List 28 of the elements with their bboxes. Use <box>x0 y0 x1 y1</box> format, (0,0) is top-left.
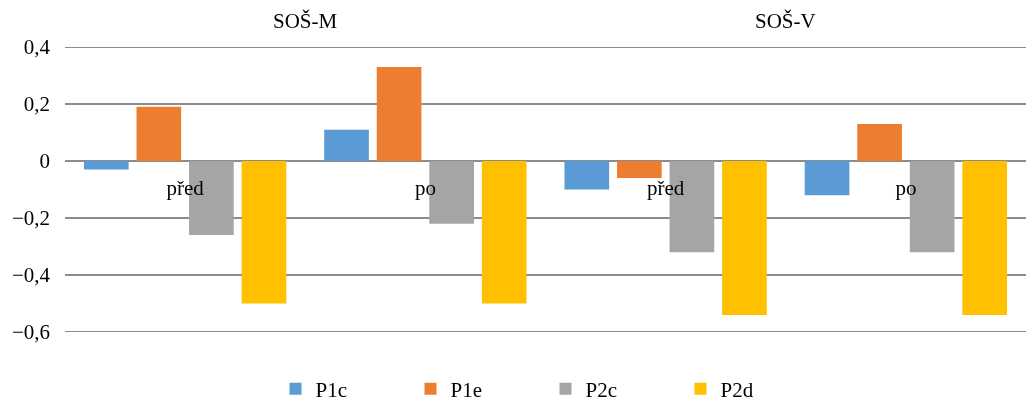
bar <box>722 161 767 315</box>
x-tick-label: před <box>166 176 205 200</box>
legend-label: P2c <box>585 377 617 402</box>
bar <box>481 161 527 304</box>
legend-label: P2d <box>720 377 754 402</box>
y-tick-label: −0,4 <box>11 263 51 288</box>
bar <box>564 161 610 190</box>
bar <box>376 66 422 161</box>
bar <box>324 129 369 161</box>
bar <box>857 123 902 161</box>
y-tick-label: 0 <box>39 149 50 174</box>
x-tick-label: po <box>895 176 917 200</box>
bar <box>962 161 1008 315</box>
text: SOŠ-M <box>273 9 338 33</box>
bar <box>617 161 662 179</box>
text: SOŠ-V <box>755 9 816 33</box>
bar <box>804 161 850 196</box>
legend-label: P1e <box>450 377 482 402</box>
y-tick-label: −0,6 <box>11 320 50 345</box>
y-tick-label: −0,2 <box>11 206 50 231</box>
bar <box>241 161 287 304</box>
y-tick-label: 0,4 <box>23 35 51 60</box>
bar <box>83 161 129 170</box>
bar <box>136 106 182 161</box>
x-tick-label: po <box>414 176 436 200</box>
legend-label: P1c <box>315 377 347 402</box>
x-tick-label: před <box>646 176 685 200</box>
y-tick-label: 0,2 <box>23 92 50 117</box>
